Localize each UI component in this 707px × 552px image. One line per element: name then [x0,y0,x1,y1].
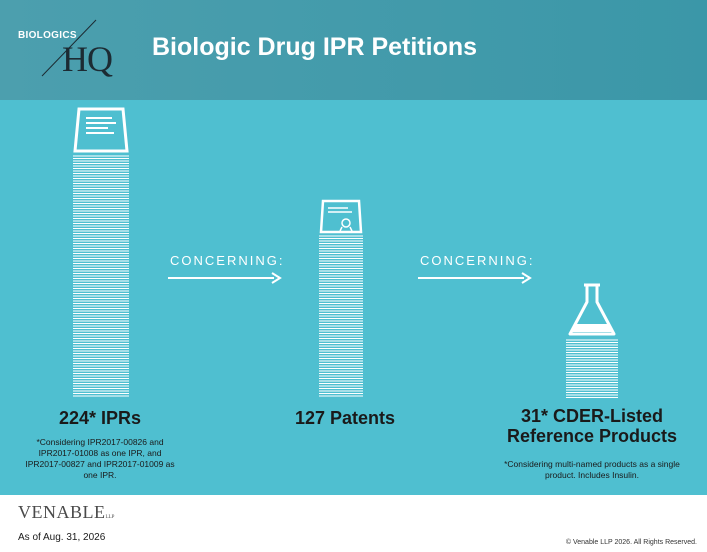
product-count-line: Reference Products [506,426,678,446]
patent-page-lines [319,235,363,397]
product-count-line: 31* CDER-Listed [520,406,664,426]
copyright-notice: © Venable LLP 2026. All Rights Reserved. [565,539,697,546]
patent-certificate-icon [319,199,363,234]
arrow-right-icon [418,272,532,284]
ipr-footnote: *Considering IPR2017-00826 and IPR2017-0… [24,437,176,481]
product-footnote: *Considering multi-named products as a s… [488,459,696,481]
product-page-lines [566,339,618,398]
ipr-page-lines [73,155,129,397]
venable-logo: VENABLELLP [18,502,114,523]
ipr-footnote-line: *Considering IPR2017-00826 and [36,437,164,447]
concerning-label-1: CONCERNING: [170,253,285,268]
logo-slash-mark [41,19,97,77]
ipr-footnote-line: one IPR. [83,470,117,480]
product-footnote-line: product. Includes Insulin. [544,470,640,480]
logo-biologics-text: BIOLOGICS [18,30,77,41]
ipr-count: 224* IPRs [58,408,142,428]
venable-llp-text: LLP [105,515,115,520]
ipr-footnote-line: IPR2017-01008 as one IPR, and [38,448,162,458]
header-band [0,0,707,100]
product-stack [566,283,618,398]
page-title: Biologic Drug IPR Petitions [152,33,478,61]
logo-hq-text: HQ [62,39,113,79]
patent-count: 127 Patents [294,408,396,428]
venable-logo-text: VENABLE [18,502,106,522]
arrow-right-icon [168,272,282,284]
document-icon [73,107,129,153]
patent-stack [319,199,363,397]
ipr-footnote-line: IPR2017-00827 and IPR2017-01009 as [25,459,175,469]
product-count: 31* CDER-Listed Reference Products [482,406,702,446]
as-of-date: As of Aug. 31, 2026 [18,532,106,543]
product-footnote-line: *Considering multi-named products as a s… [504,459,680,469]
footer-band [0,495,707,552]
flask-icon [568,283,616,336]
ipr-stack [73,107,129,397]
concerning-label-2: CONCERNING: [420,253,535,268]
